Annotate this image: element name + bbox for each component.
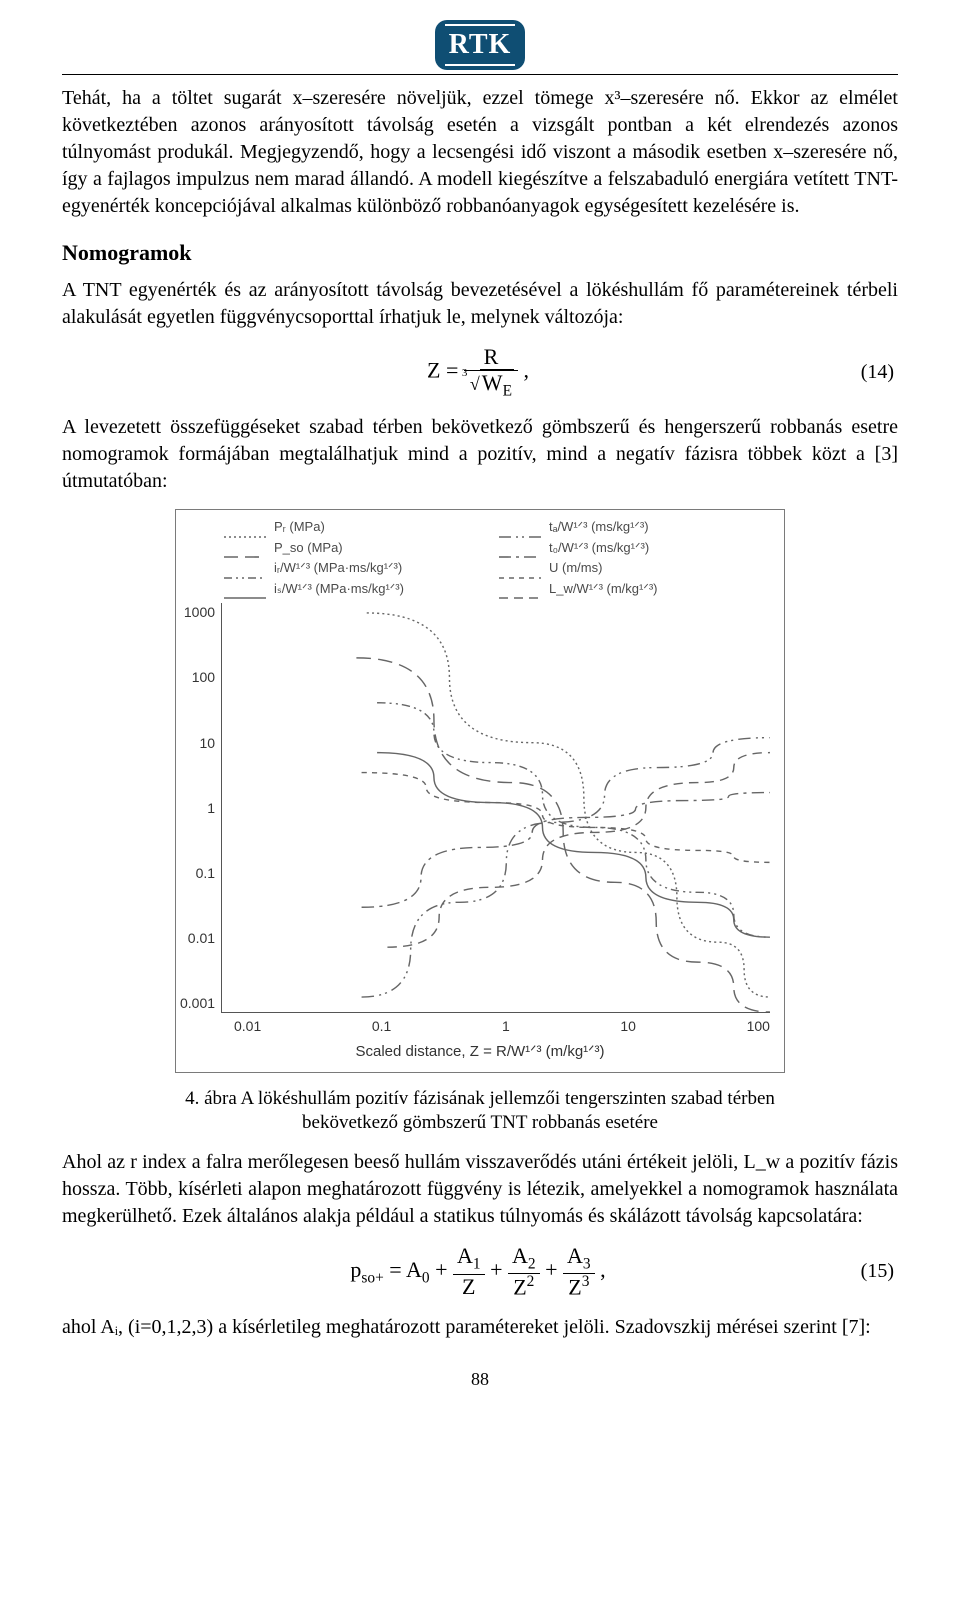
chart-legend: Pᵣ (MPa) tₐ/W¹ᐟ³ (ms/kg¹ᐟ³) P_so (MPa) t₀/W… — [176, 510, 784, 603]
chart-curve — [356, 658, 770, 1012]
chart-curve — [367, 613, 770, 997]
paragraph-1: Tehát, ha a töltet sugarát x–szeresére n… — [62, 85, 898, 220]
eq14-root-index: 3 — [462, 367, 468, 379]
eq14-lhs: Z = — [427, 358, 458, 383]
chart-y-axis: 1000 100 10 1 0.1 0.01 0.001 — [176, 603, 221, 1013]
header-rule — [62, 74, 898, 75]
eq15-t1-num: A — [457, 1243, 473, 1268]
eq15-plus1: + — [430, 1257, 453, 1282]
eq15-number: (15) — [606, 1258, 898, 1285]
eq15-t3-numsub: 3 — [583, 1255, 591, 1272]
y-tick: 10 — [199, 734, 215, 753]
y-tick: 1 — [207, 799, 215, 818]
page-number: 88 — [62, 1367, 898, 1391]
legend-item: iᵣ/W¹ᐟ³ (MPa·ms/kg¹ᐟ³) — [224, 559, 499, 577]
equation-15: pso+ = A0 + A1 Z + A2 Z2 + A3 Z3 , (15) — [62, 1244, 898, 1300]
chart-curves — [222, 603, 770, 1012]
eq15-plus3: + — [545, 1257, 563, 1282]
eq15-t1-numsub: 1 — [473, 1256, 481, 1273]
nomogram-chart: Pᵣ (MPa) tₐ/W¹ᐟ³ (ms/kg¹ᐟ³) P_so (MPa) t₀/W… — [175, 509, 785, 1073]
legend-label: iᵣ/W¹ᐟ³ (MPa·ms/kg¹ᐟ³) — [274, 559, 402, 577]
y-tick: 1000 — [184, 603, 215, 622]
x-tick: 0.01 — [234, 1017, 261, 1036]
paragraph-2: A TNT egyenérték és az arányosított távo… — [62, 277, 898, 331]
legend-label: P_so (MPa) — [274, 539, 343, 557]
logo-wrap: RTK — [62, 20, 898, 70]
chart-x-label: Scaled distance, Z = R/W¹ᐟ³ (m/kg¹ᐟ³) — [176, 1038, 784, 1072]
equation-15-body: pso+ = A0 + A1 Z + A2 Z2 + A3 Z3 , — [350, 1244, 605, 1300]
x-tick: 0.1 — [372, 1017, 391, 1036]
legend-item: L_w/W¹ᐟ³ (m/kg¹ᐟ³) — [499, 580, 774, 598]
legend-label: U (m/ms) — [549, 559, 602, 577]
y-tick: 100 — [192, 668, 215, 687]
eq15-t2-exp: 2 — [527, 1273, 535, 1290]
paragraph-4: Ahol az r index a falra merőlegesen bees… — [62, 1149, 898, 1230]
legend-item: tₐ/W¹ᐟ³ (ms/kg¹ᐟ³) — [499, 518, 774, 536]
x-tick: 10 — [620, 1017, 636, 1036]
paragraph-3: A levezetett összefüggéseket szabad térb… — [62, 414, 898, 495]
eq15-lhs: p — [350, 1257, 361, 1282]
legend-item: Pᵣ (MPa) — [224, 518, 499, 536]
eq15-t3-den: Z — [568, 1274, 581, 1299]
eq14-num: R — [464, 345, 518, 370]
legend-label: L_w/W¹ᐟ³ (m/kg¹ᐟ³) — [549, 580, 658, 598]
eq15-plus2: + — [490, 1257, 508, 1282]
equation-14-body: Z = R 3 √WE , — [427, 345, 529, 400]
legend-item: t₀/W¹ᐟ³ (ms/kg¹ᐟ³) — [499, 539, 774, 557]
chart-curve — [387, 753, 770, 948]
section-heading: Nomogramok — [62, 238, 898, 268]
y-tick: 0.001 — [180, 994, 215, 1013]
eq15-t1-den: Z — [453, 1275, 485, 1299]
page: RTK Tehát, ha a töltet sugarát x–szeresé… — [0, 0, 960, 1431]
chart-plot-area — [221, 603, 770, 1013]
logo: RTK — [435, 20, 526, 70]
eq14-radicand-sub: E — [503, 382, 512, 399]
eq15-t2-numsub: 2 — [528, 1255, 536, 1272]
eq15-t2-num: A — [512, 1243, 528, 1268]
eq15-t3-exp: 3 — [582, 1273, 590, 1290]
equation-14: Z = R 3 √WE , (14) — [62, 345, 898, 400]
eq15-lhs-sub: so+ — [361, 1269, 383, 1286]
legend-label: iₛ/W¹ᐟ³ (MPa·ms/kg¹ᐟ³) — [274, 580, 404, 598]
y-tick: 0.1 — [196, 864, 215, 883]
chart-x-axis: 0.01 0.1 1 10 100 — [176, 1013, 784, 1038]
legend-label: t₀/W¹ᐟ³ (ms/kg¹ᐟ³) — [549, 539, 649, 557]
legend-label: tₐ/W¹ᐟ³ (ms/kg¹ᐟ³) — [549, 518, 649, 536]
legend-item: iₛ/W¹ᐟ³ (MPa·ms/kg¹ᐟ³) — [224, 580, 499, 598]
eq15-t3-num: A — [567, 1243, 583, 1268]
y-tick: 0.01 — [188, 929, 215, 948]
eq15-a0-sub: 0 — [422, 1269, 430, 1286]
eq14-number: (14) — [529, 359, 898, 386]
chart-curve — [362, 773, 770, 863]
eq15-eq: = A — [384, 1257, 422, 1282]
x-tick: 1 — [502, 1017, 510, 1036]
legend-item: U (m/ms) — [499, 559, 774, 577]
legend-item: P_so (MPa) — [224, 539, 499, 557]
eq15-t2-den: Z — [513, 1274, 526, 1299]
legend-label: Pᵣ (MPa) — [274, 518, 325, 536]
figure-caption: 4. ábra A lökéshullám pozitív fázisának … — [160, 1087, 800, 1135]
x-tick: 100 — [747, 1017, 770, 1036]
paragraph-5: ahol Aᵢ, (i=0,1,2,3) a kísérletileg megh… — [62, 1314, 898, 1341]
chart-curve — [377, 753, 770, 938]
eq14-radicand: W — [482, 370, 503, 395]
